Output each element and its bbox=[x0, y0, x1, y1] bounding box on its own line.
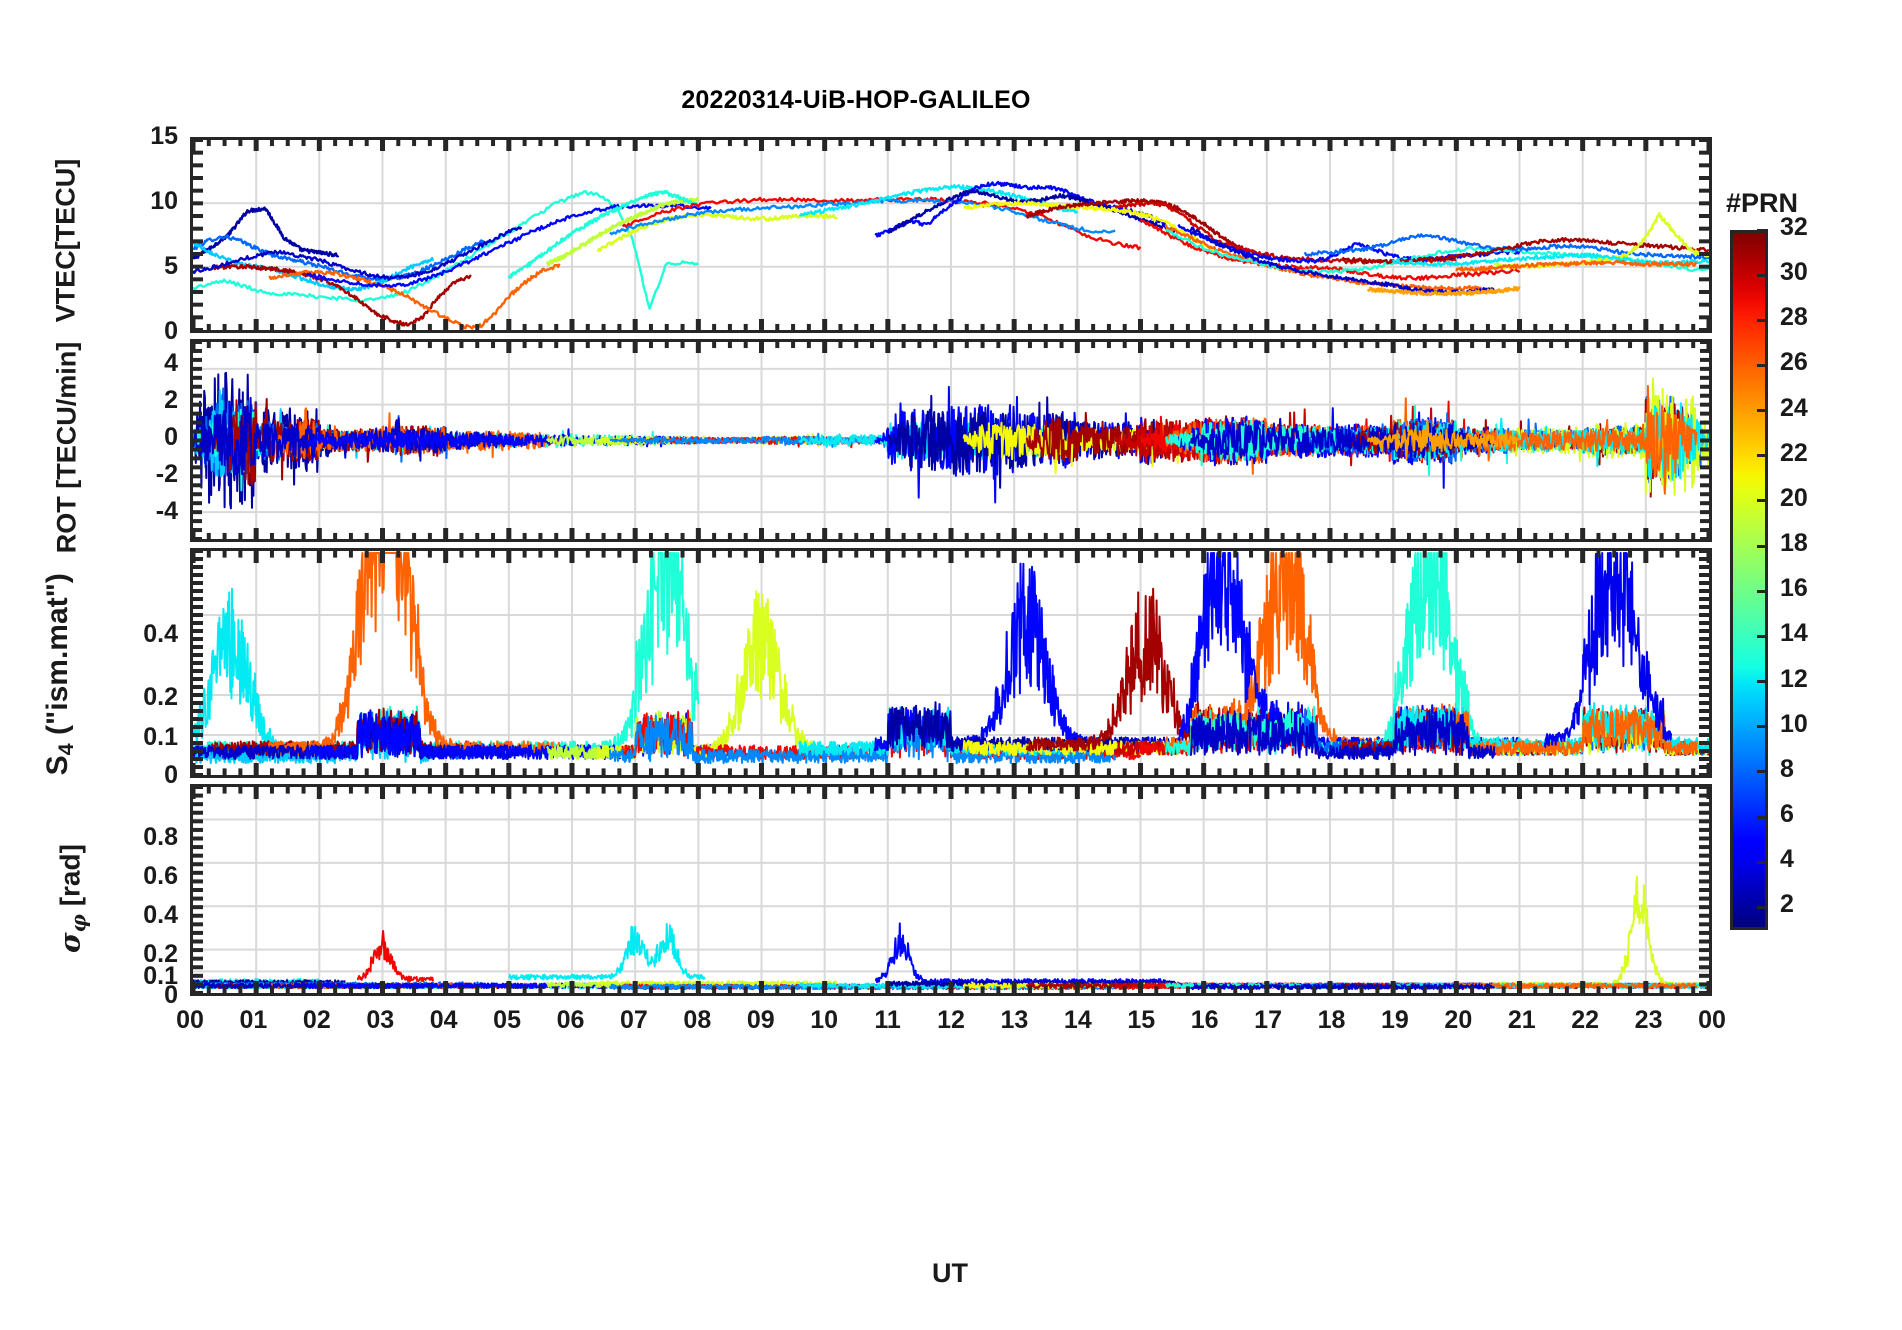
x-tick-label: 03 bbox=[366, 1006, 395, 1034]
x-tick-label: 09 bbox=[746, 1006, 775, 1034]
axis-label-ut: UT bbox=[932, 1258, 968, 1288]
ytick-sig-01: 0.1 bbox=[143, 962, 178, 990]
x-tick-label: 10 bbox=[810, 1006, 839, 1034]
ytick-s4-04: 0.4 bbox=[143, 620, 178, 648]
colorbar-tick-label: 16 bbox=[1780, 574, 1808, 603]
x-tick-label: 08 bbox=[683, 1006, 712, 1034]
ytick-s4-02: 0.2 bbox=[143, 683, 178, 711]
x-tick-label: 19 bbox=[1381, 1006, 1409, 1034]
colorbar-tick-label: 18 bbox=[1780, 529, 1808, 558]
x-tick-label: 00 bbox=[176, 1006, 204, 1034]
colorbar-title: #PRN bbox=[1726, 188, 1799, 218]
colorbar-tick bbox=[1757, 680, 1768, 684]
ytick-sig-08: 0.8 bbox=[143, 823, 178, 851]
colorbar-tick bbox=[1757, 499, 1768, 503]
x-tick-label: 12 bbox=[937, 1006, 965, 1034]
colorbar-box bbox=[1730, 230, 1768, 930]
colorbar-tick-label: 22 bbox=[1780, 438, 1808, 467]
ytick-sig-02: 0.2 bbox=[143, 940, 178, 968]
colorbar-tick bbox=[1757, 634, 1768, 638]
ytick-rot-m4: -4 bbox=[155, 497, 178, 525]
colorbar-tick bbox=[1757, 318, 1768, 322]
colorbar-tick bbox=[1757, 815, 1768, 819]
x-tick-label: 22 bbox=[1571, 1006, 1600, 1034]
ytick-vtec-10: 10 bbox=[150, 187, 178, 215]
ytick-rot-2: 2 bbox=[164, 386, 178, 414]
colorbar-tick bbox=[1757, 725, 1768, 729]
x-tick-label: 04 bbox=[429, 1006, 458, 1034]
colorbar-tick-label: 26 bbox=[1780, 348, 1808, 377]
colorbar-tick-label: 4 bbox=[1780, 845, 1794, 874]
x-tick-label: 11 bbox=[874, 1006, 901, 1034]
colorbar-tick bbox=[1757, 454, 1768, 458]
colorbar-tick-label: 20 bbox=[1780, 483, 1808, 512]
x-tick-label: 05 bbox=[493, 1006, 521, 1034]
ytick-rot-4: 4 bbox=[164, 349, 178, 377]
colorbar-gradient bbox=[1733, 233, 1765, 927]
panel-rot bbox=[190, 339, 1712, 542]
x-tick-label: 01 bbox=[239, 1006, 268, 1034]
x-tick-label: 07 bbox=[620, 1006, 648, 1034]
colorbar-tick bbox=[1757, 273, 1768, 277]
colorbar-tick bbox=[1757, 409, 1768, 413]
panel-sigma-phi bbox=[190, 784, 1712, 996]
figure-title: 20220314-UiB-HOP-GALILEO bbox=[681, 86, 1031, 114]
colorbar-tick-label: 32 bbox=[1780, 213, 1808, 241]
colorbar-tick-label: 6 bbox=[1780, 800, 1794, 829]
ytick-sig-0: 0 bbox=[164, 981, 178, 1009]
ytick-vtec-15: 15 bbox=[150, 122, 178, 150]
x-tick-label: 15 bbox=[1127, 1006, 1156, 1034]
colorbar-tick-label: 8 bbox=[1780, 754, 1794, 783]
colorbar-tick bbox=[1757, 905, 1768, 909]
colorbar-tick-label: 30 bbox=[1780, 258, 1808, 287]
ytick-vtec-0: 0 bbox=[164, 317, 178, 345]
x-tick-label: 13 bbox=[1000, 1006, 1029, 1034]
colorbar-tick bbox=[1757, 770, 1768, 774]
x-tick-label: 17 bbox=[1254, 1006, 1282, 1034]
colorbar-tick-label: 14 bbox=[1780, 619, 1808, 648]
ytick-s4-01: 0.1 bbox=[143, 723, 178, 751]
x-tick-label: 06 bbox=[556, 1006, 585, 1034]
x-tick-label: 21 bbox=[1507, 1006, 1536, 1034]
panel-s4 bbox=[190, 548, 1712, 778]
x-tick-label: 20 bbox=[1444, 1006, 1473, 1034]
colorbar-tick-label: 10 bbox=[1780, 709, 1808, 738]
colorbar-tick-label: 2 bbox=[1780, 890, 1794, 919]
x-tick-label: 23 bbox=[1634, 1006, 1663, 1034]
x-tick-label: 14 bbox=[1063, 1006, 1092, 1034]
colorbar-tick-label: 28 bbox=[1780, 303, 1808, 332]
colorbar-tick bbox=[1757, 363, 1768, 367]
x-tick-label: 18 bbox=[1317, 1006, 1346, 1034]
ytick-s4-0: 0 bbox=[164, 761, 178, 789]
ytick-rot-m2: -2 bbox=[155, 460, 178, 488]
x-tick-label: 16 bbox=[1190, 1006, 1219, 1034]
colorbar-tick-label: 12 bbox=[1780, 664, 1808, 693]
panel-vtec bbox=[190, 137, 1712, 333]
axis-label-sigma-phi: σφ [rad] bbox=[53, 844, 91, 953]
colorbar-tick bbox=[1757, 228, 1768, 232]
colorbar: #PRN 32 30 28 26 24 22 20 18 16 14 12 10 8 6 4 2 bbox=[1726, 188, 1890, 930]
x-tick-label: 02 bbox=[302, 1006, 331, 1034]
colorbar-tick bbox=[1757, 589, 1768, 593]
colorbar-tick bbox=[1757, 860, 1768, 864]
ytick-vtec-5: 5 bbox=[164, 252, 178, 280]
colorbar-tick-label: 24 bbox=[1780, 393, 1808, 422]
ytick-sig-04: 0.4 bbox=[143, 901, 178, 929]
x-tick-label: 00 bbox=[1698, 1006, 1726, 1034]
ytick-sig-06: 0.6 bbox=[143, 862, 178, 890]
colorbar-tick bbox=[1757, 544, 1768, 548]
ytick-rot-0: 0 bbox=[164, 423, 178, 451]
